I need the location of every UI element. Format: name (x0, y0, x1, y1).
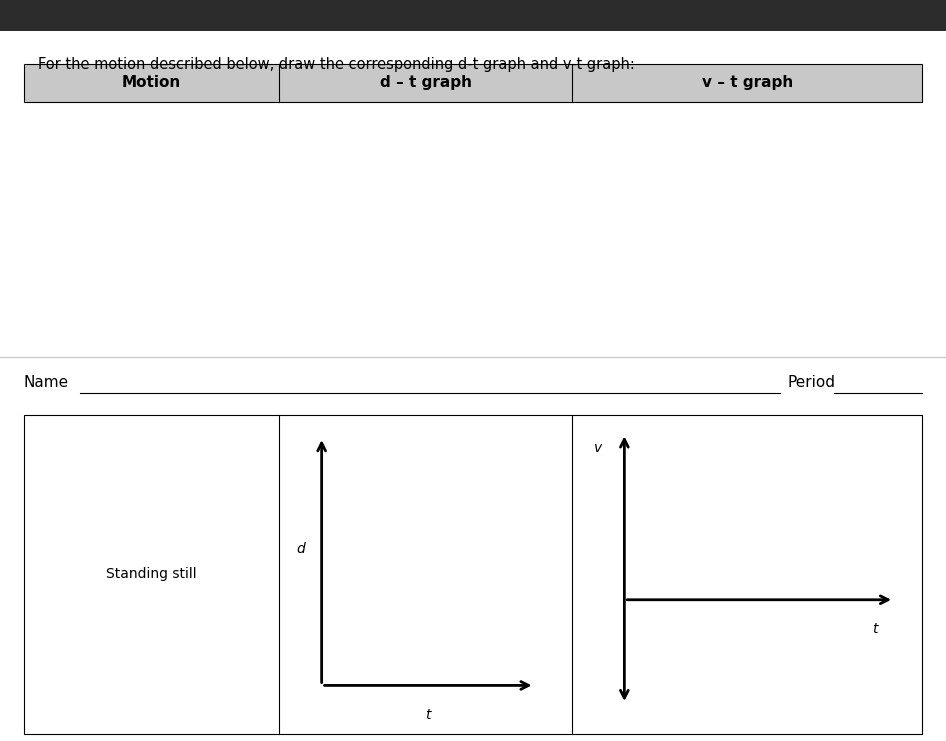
Text: For the motion described below, draw the corresponding d-t graph and v-t graph:: For the motion described below, draw the… (38, 57, 635, 72)
Text: d: d (296, 542, 306, 556)
Text: Motion: Motion (122, 76, 181, 90)
Text: t: t (426, 708, 430, 722)
Text: Name: Name (24, 375, 69, 390)
Text: v – t graph: v – t graph (702, 76, 793, 90)
Bar (0, 0, 946, 31)
Text: Period: Period (787, 375, 835, 390)
Text: v: v (594, 442, 602, 455)
Bar (24, 64, 922, 102)
Text: Standing still: Standing still (106, 568, 197, 581)
Bar (24, 415, 922, 734)
Text: d – t graph: d – t graph (379, 76, 472, 90)
Text: t: t (872, 622, 878, 637)
